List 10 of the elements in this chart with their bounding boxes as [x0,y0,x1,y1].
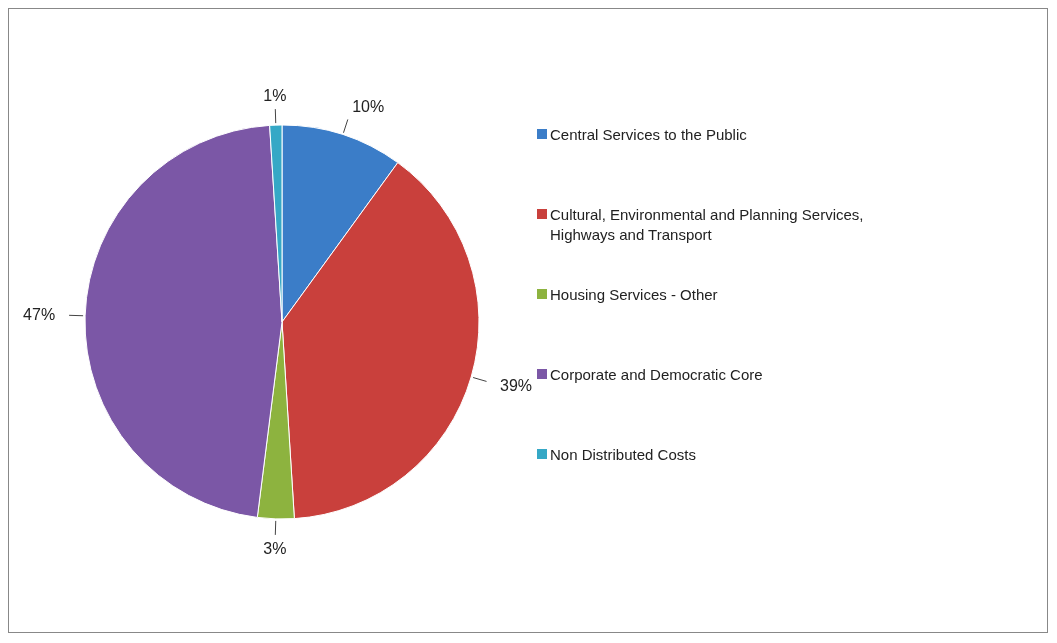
data-label: 1% [263,86,287,104]
legend-label: Corporate and Democratic Core [550,365,763,385]
data-label: 39% [499,376,533,394]
data-label: 3% [263,540,287,558]
data-label: 10% [352,97,385,115]
legend-label: Non Distributed Costs [550,445,696,465]
legend-label: Central Services to the Public [550,125,747,145]
data-label: 47% [23,306,56,324]
legend-label: Cultural, Environmental and Planning Services, Highways and Transport [550,205,865,245]
legend-label: Housing Services - Other [550,285,718,305]
